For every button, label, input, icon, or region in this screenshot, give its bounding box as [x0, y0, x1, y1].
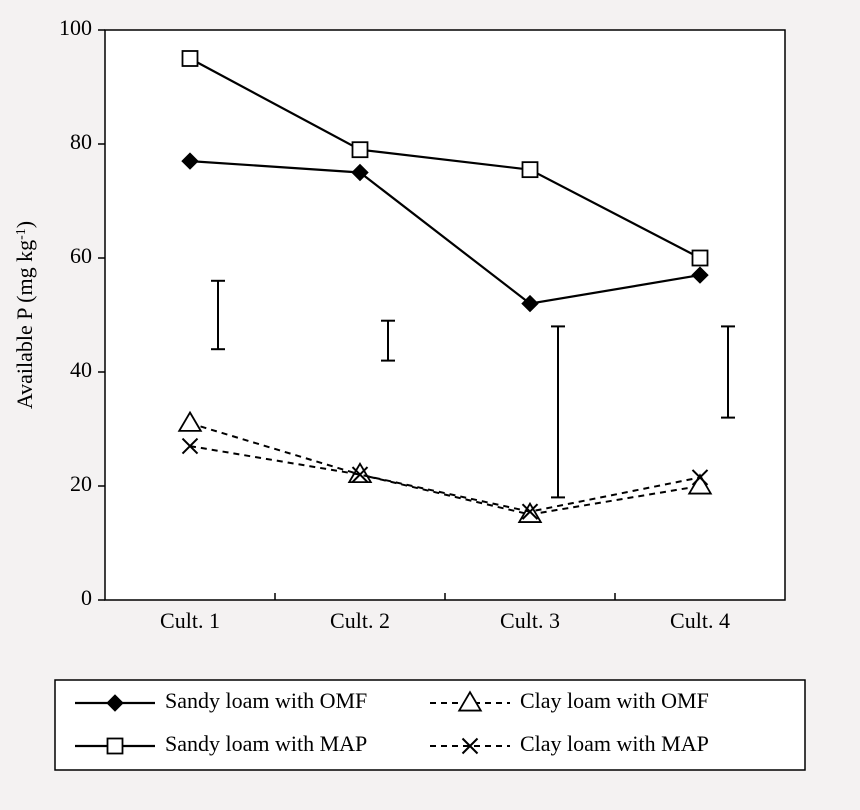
series-marker [693, 251, 708, 266]
series-marker [183, 51, 198, 66]
chart-svg: 0 20 40 60 80 100 Cult. 1 Cult. 2 Cult. 3 Cult. 4… [0, 0, 860, 810]
y-tick-label: 80 [70, 129, 92, 154]
legend-label: Sandy loam with OMF [165, 688, 367, 713]
x-tick-label: Cult. 3 [500, 608, 560, 633]
x-tick-label: Cult. 1 [160, 608, 220, 633]
x-tick-label: Cult. 2 [330, 608, 390, 633]
legend-sample-marker [108, 739, 123, 754]
legend-label: Sandy loam with MAP [165, 731, 367, 756]
y-tick-label: 60 [70, 243, 92, 268]
series-marker [353, 142, 368, 157]
y-axis-label: Available P (mg kg-1) [12, 221, 37, 409]
chart-container: 0 20 40 60 80 100 Cult. 1 Cult. 2 Cult. 3 Cult. 4… [0, 0, 860, 810]
y-tick-label: 40 [70, 357, 92, 382]
x-tick-label: Cult. 4 [670, 608, 730, 633]
y-tick-label: 20 [70, 471, 92, 496]
y-tick-label: 0 [81, 585, 92, 610]
plot-area [105, 30, 785, 600]
legend-label: Clay loam with OMF [520, 688, 709, 713]
legend-label: Clay loam with MAP [520, 731, 709, 756]
series-marker [523, 162, 538, 177]
y-tick-label: 100 [59, 15, 92, 40]
